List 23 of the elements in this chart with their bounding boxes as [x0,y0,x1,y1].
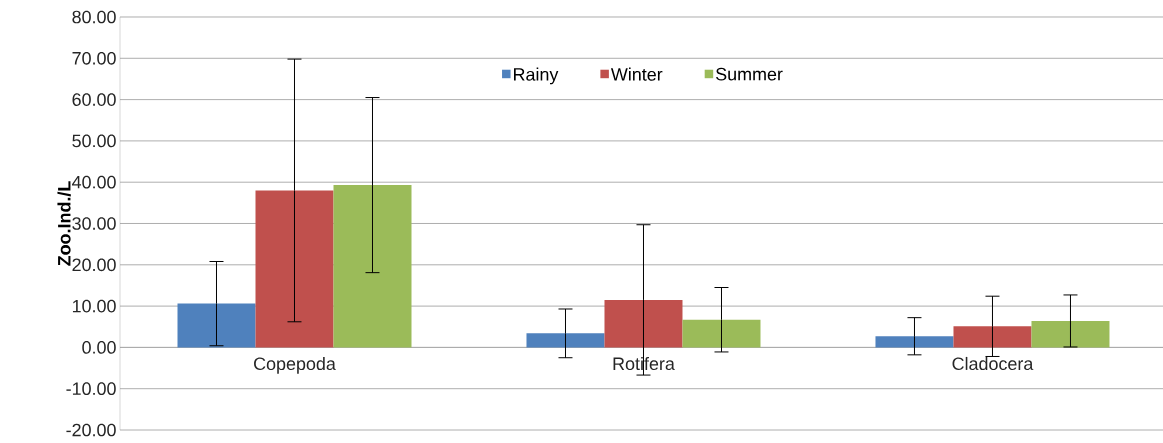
y-tick-label: -20.00 [66,423,116,437]
bar [953,326,1032,348]
x-tick-label: Copepoda [254,356,336,374]
bar [682,319,761,348]
x-tick-label: Cladocera [952,356,1034,371]
legend-label: Rainy [514,67,559,85]
y-tick-label: 10.00 [72,299,116,313]
y-tick-label: 60.00 [72,93,116,106]
y-tick-label: 50.00 [72,134,116,148]
y-tick-label: 30.00 [72,217,116,230]
y-tick-label: -10.00 [66,382,116,396]
legend-label: Summer [715,67,783,81]
y-tick-label: 70.00 [72,51,116,65]
y-tick-label: 0.00 [82,341,116,354]
bar [1031,320,1110,348]
bar [604,299,683,348]
bar [526,333,605,348]
legend-label: Winter [610,67,663,81]
bar [875,336,954,348]
y-axis-title: Zoo.Ind./L [57,181,71,266]
y-tick-label: 20.00 [72,258,116,272]
y-tick-label: 40.00 [72,175,116,189]
y-tick-label: 80.00 [72,10,116,24]
